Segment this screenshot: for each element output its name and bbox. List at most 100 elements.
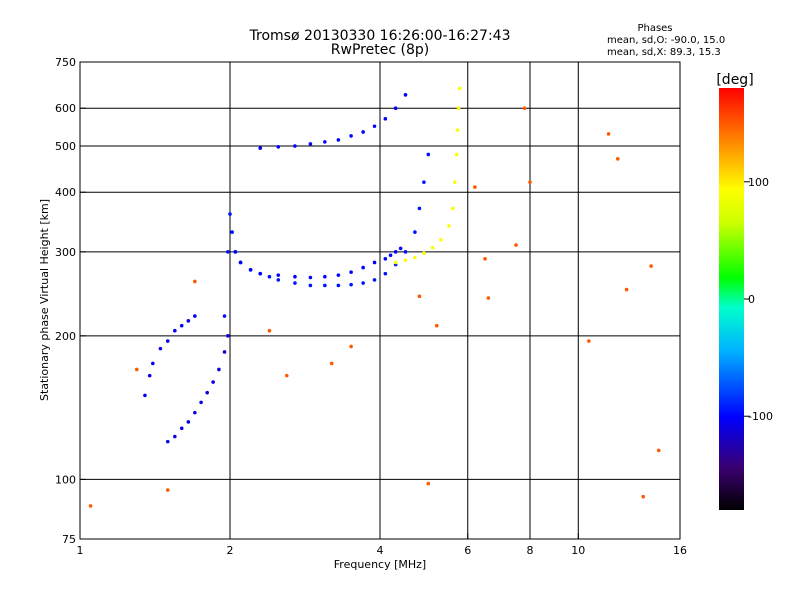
data-point: [258, 271, 263, 276]
data-point: [226, 334, 230, 338]
data-point: [158, 346, 163, 351]
y-tick-label: 200: [55, 330, 76, 343]
data-point: [486, 296, 491, 300]
y-tick-label: 100: [55, 473, 76, 486]
data-point: [522, 106, 527, 111]
y-tick-label: 75: [62, 533, 76, 546]
data-point: [165, 488, 170, 492]
data-point: [393, 250, 398, 254]
data-point: [323, 274, 327, 279]
x-tick-label: 2: [227, 544, 234, 557]
legend-title: Phases: [637, 23, 672, 34]
x-tick-label: 6: [464, 544, 471, 557]
data-point: [267, 328, 272, 333]
data-point: [88, 504, 93, 508]
data-point: [147, 373, 152, 378]
data-point: [430, 245, 435, 250]
data-point: [388, 253, 393, 258]
data-point: [323, 283, 327, 288]
data-point: [293, 281, 297, 285]
data-point: [457, 86, 462, 91]
data-point: [383, 257, 388, 261]
data-point: [349, 134, 353, 138]
data-point: [228, 212, 232, 216]
data-point: [308, 275, 313, 280]
data-point: [308, 283, 313, 288]
data-point: [452, 180, 457, 184]
colorbar-ticks: 100 0 -100: [744, 176, 773, 423]
data-point: [483, 257, 487, 261]
x-tick-label: 16: [673, 544, 687, 557]
data-point: [186, 420, 191, 424]
data-point: [398, 246, 403, 251]
data-point: [349, 270, 353, 274]
data-point: [293, 144, 297, 148]
data-point: [372, 124, 377, 129]
data-point: [179, 323, 184, 328]
colorbar-label: [deg]: [716, 72, 753, 88]
data-point: [383, 271, 388, 276]
y-tick-label: 600: [55, 102, 76, 115]
data-point: [417, 294, 422, 299]
data-point: [211, 380, 215, 384]
legend-x-stats: mean, sd,X: 89.3, 15.3: [607, 47, 721, 58]
data-point: [284, 373, 289, 378]
data-point: [454, 152, 459, 157]
y-axis-label: Stationary phase Virtual Height [km]: [38, 199, 51, 401]
data-point: [615, 157, 620, 161]
x-tick-label: 4: [377, 544, 384, 557]
data-point: [179, 426, 184, 431]
data-point: [267, 274, 272, 279]
data-point: [151, 361, 155, 366]
data-point: [143, 393, 147, 398]
data-point: [383, 117, 388, 121]
data-point: [361, 265, 365, 270]
data-point: [426, 152, 431, 157]
grid-lines: [80, 62, 680, 539]
data-point: [173, 434, 177, 439]
colorbar: [719, 88, 744, 510]
data-point: [361, 281, 365, 285]
data-point: [587, 339, 591, 343]
data-points: [88, 86, 661, 508]
colorbar-tick-label: 100: [748, 176, 769, 189]
data-point: [403, 258, 408, 263]
data-point: [361, 130, 365, 134]
data-point: [514, 243, 518, 247]
y-tick-label: 500: [55, 140, 76, 153]
data-point: [230, 230, 234, 234]
data-point: [641, 494, 646, 499]
data-point: [276, 273, 281, 277]
data-point: [336, 283, 341, 288]
data-point: [193, 410, 197, 415]
data-point: [349, 344, 353, 349]
data-point: [336, 138, 341, 142]
data-point: [323, 140, 327, 144]
data-point: [165, 439, 170, 444]
axis-ticks: 1 2 4 6 8 10 16 75 100 200 300 400 500 600 750: [55, 56, 687, 557]
y-tick-label: 400: [55, 186, 76, 199]
chart-title: Tromsø 20130330 16:26:00-16:27:43: [249, 28, 511, 44]
data-point: [165, 339, 170, 343]
data-point: [329, 361, 334, 366]
chart-subtitle: RwPretec (8p): [331, 42, 429, 58]
data-point: [473, 185, 477, 189]
data-point: [624, 287, 629, 292]
data-point: [258, 146, 263, 150]
data-point: [205, 390, 209, 395]
data-point: [649, 264, 653, 268]
data-point: [222, 314, 227, 318]
data-point: [656, 448, 661, 453]
y-tick-label: 750: [55, 56, 76, 69]
data-point: [193, 279, 197, 284]
data-point: [422, 251, 426, 256]
data-point: [447, 224, 451, 228]
data-point: [276, 145, 281, 149]
data-point: [403, 250, 408, 254]
data-point: [173, 328, 177, 333]
data-point: [186, 319, 191, 323]
y-tick-label: 300: [55, 246, 76, 259]
data-point: [422, 180, 426, 184]
data-point: [393, 260, 398, 265]
